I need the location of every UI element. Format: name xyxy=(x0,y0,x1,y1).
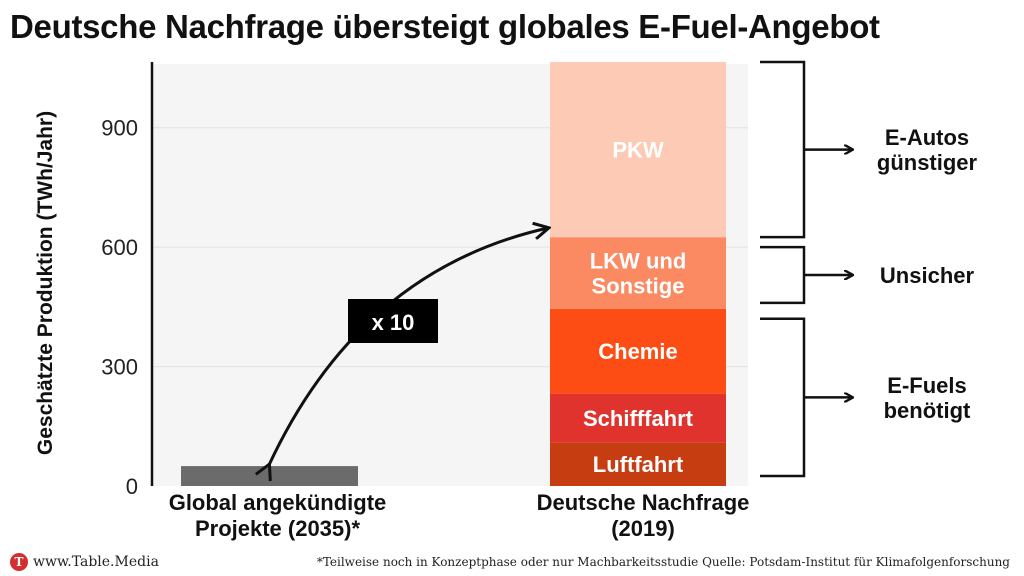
group-label: E-Autos xyxy=(885,125,969,150)
group-label: günstiger xyxy=(877,150,978,175)
group-bracket xyxy=(760,60,806,239)
source-site: www.Table.Media xyxy=(33,554,159,570)
bar-global-projects xyxy=(181,466,358,486)
segment-label-line: Schifffahrt xyxy=(583,406,694,431)
table-media-logo: T xyxy=(10,553,28,571)
group-label: benötigt xyxy=(884,398,971,423)
segment-label-line: Sonstige xyxy=(592,274,685,299)
bar-segment xyxy=(550,393,726,443)
segment-label: PKW xyxy=(612,138,664,163)
segment-label: Schifffahrt xyxy=(583,406,694,431)
chart-title: Deutsche Nachfrage übersteigt globales E… xyxy=(10,8,880,45)
group-bracket xyxy=(760,317,806,478)
multiplier-box xyxy=(348,299,438,343)
bar-segment xyxy=(550,62,726,238)
bar-segment xyxy=(550,237,726,309)
multiplier-annotation: x 10 xyxy=(269,228,548,465)
segment-label-line: Chemie xyxy=(598,339,677,364)
segment-label: Chemie xyxy=(598,339,677,364)
segment-label: Luftfahrt xyxy=(593,452,684,477)
x-category-label: Deutsche Nachfrage xyxy=(537,490,750,515)
y-axis-label: Geschätzte Produktion (TWh/Jahr) xyxy=(34,111,57,455)
y-tick-label: 600 xyxy=(101,235,138,260)
segment-label-line: PKW xyxy=(612,138,664,163)
multiplier-label: x 10 xyxy=(372,310,415,335)
footnote: *Teilweise noch in Konzeptphase oder nur… xyxy=(316,555,1010,569)
x-category-label: Projekte (2035)* xyxy=(195,516,361,541)
group-label: Unsicher xyxy=(880,263,975,288)
x-category-label: (2019) xyxy=(611,516,675,541)
group-bracket xyxy=(760,245,806,305)
y-tick-label: 0 xyxy=(126,474,138,499)
y-tick-label: 300 xyxy=(101,355,138,380)
segment-label: LKW und Sonstige xyxy=(590,249,687,299)
segment-label-line: Luftfahrt xyxy=(593,452,684,477)
group-label: E-Fuels xyxy=(887,373,966,398)
y-tick-label: 900 xyxy=(101,116,138,141)
bar-segment xyxy=(550,308,726,394)
segment-label-line: LKW und xyxy=(590,249,687,274)
bar-segment xyxy=(550,442,726,486)
source-brand: T www.Table.Media xyxy=(10,552,159,572)
y-tick-labels: 0 300 600 900 xyxy=(101,116,138,499)
x-category-label: Global angekündigte xyxy=(169,490,387,515)
bars: Luftfahrt Schifffahrt Chemie LKW und Sonstig… xyxy=(181,62,726,486)
